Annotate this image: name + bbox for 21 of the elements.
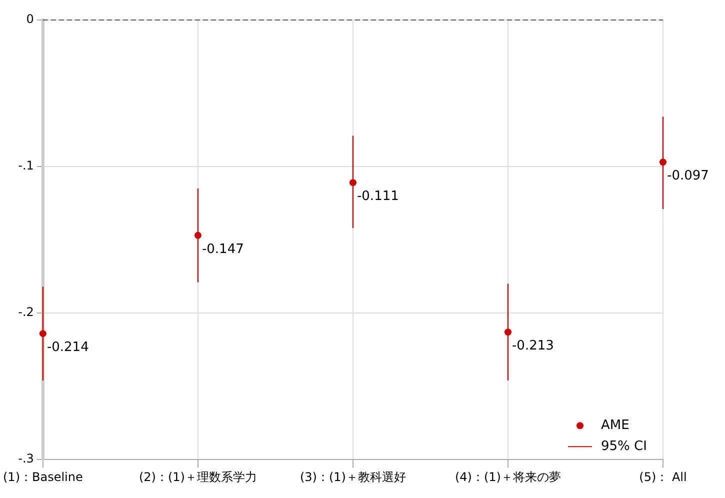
point	[39, 330, 46, 338]
point	[504, 328, 512, 336]
y-tick-label: -.3	[18, 452, 34, 466]
y-tick-label: -.2	[18, 305, 34, 320]
point	[194, 232, 202, 239]
data-label: -0.111	[356, 189, 399, 204]
data-label: -0.147	[202, 242, 244, 257]
x-tick-label: (1)：Baseline	[3, 470, 83, 484]
data-label: -0.213	[512, 338, 554, 354]
data-label: -0.214	[46, 340, 89, 355]
legend-label: AME	[601, 418, 630, 433]
y-tick-label: 0	[26, 12, 34, 26]
x-tick-label: (3)：(1)＋教科選好	[300, 470, 406, 484]
x-tick-label: (4)：(1)＋将来の夢	[454, 470, 561, 484]
data-label: -0.097	[667, 168, 709, 184]
point	[660, 158, 666, 166]
x-tick-label: (5)： All	[639, 470, 687, 484]
point	[349, 179, 356, 186]
y-tick-label: -.1	[18, 158, 34, 173]
x-tick-label: (2)：(1)＋理数系学力	[138, 470, 257, 484]
annotation: 95% CI	[601, 438, 647, 454]
